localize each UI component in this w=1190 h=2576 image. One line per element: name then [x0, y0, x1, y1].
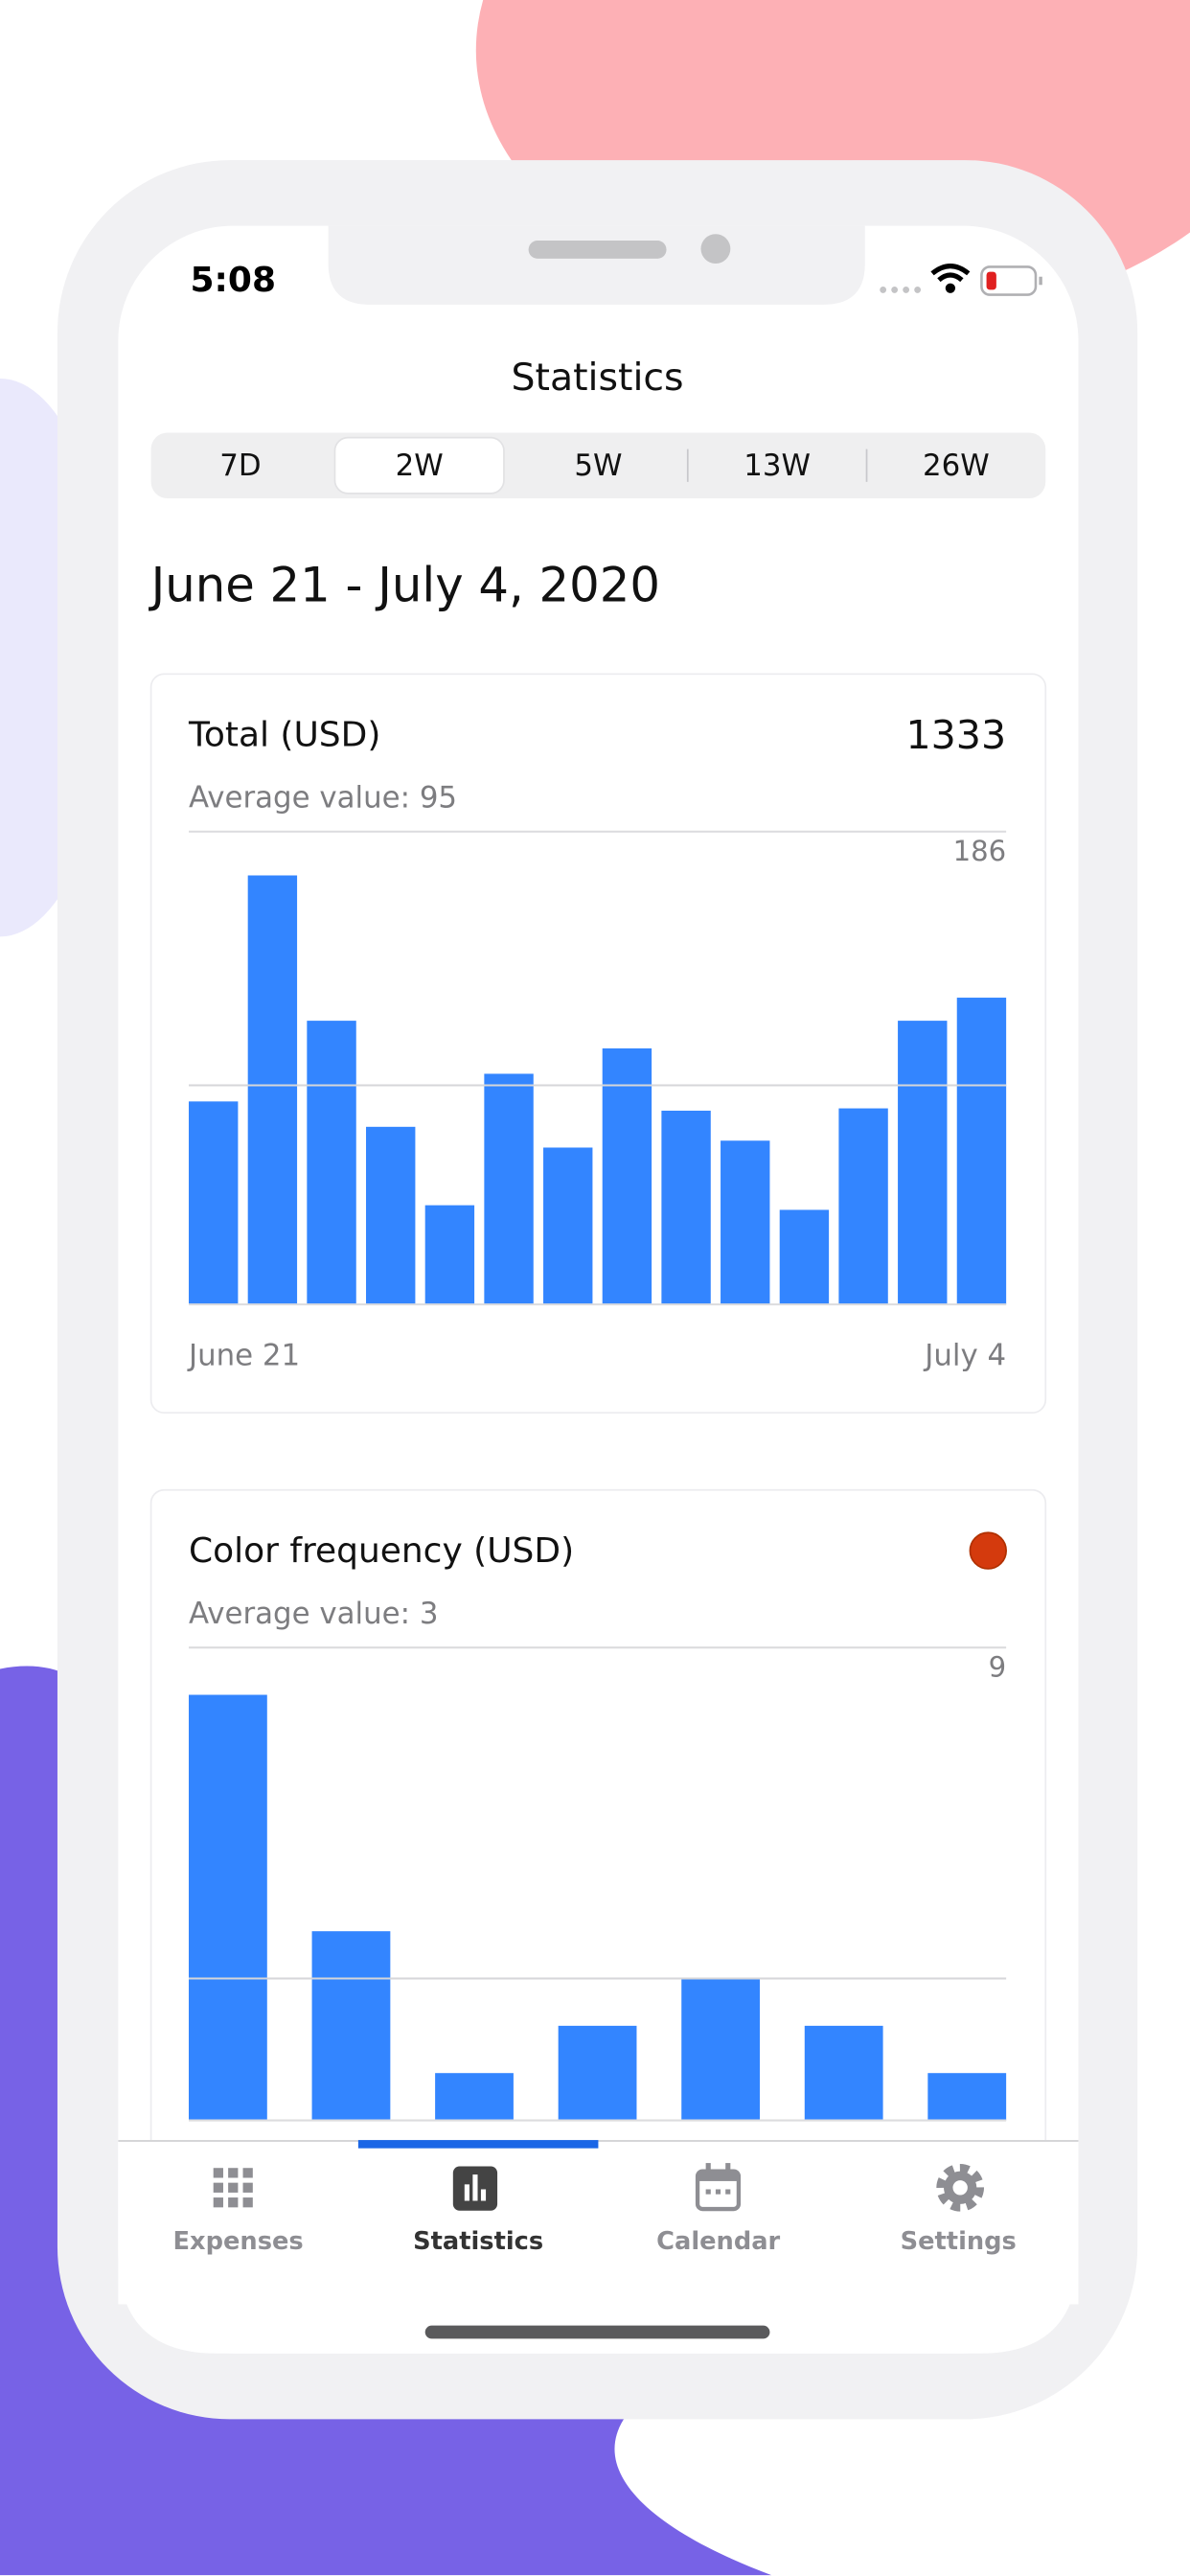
bar [435, 2073, 514, 2121]
card-title: Color frequency (USD) [189, 1531, 574, 1571]
signal [880, 287, 922, 293]
segment-option[interactable]: 5W [574, 448, 622, 483]
average-text: Average value: 3 [189, 1596, 438, 1630]
segments: 7D 2W 5W 13W 26W [219, 436, 990, 494]
tab-label[interactable]: Settings [901, 2227, 1017, 2256]
battery-level [986, 271, 996, 290]
bar [927, 2073, 1007, 2121]
camera [700, 234, 731, 264]
max-label: 186 [953, 835, 1007, 867]
bar [366, 1126, 416, 1305]
average-label: Average value: [189, 1596, 410, 1630]
bar [247, 875, 298, 1305]
tab-indicator [357, 2140, 599, 2149]
notch [328, 225, 865, 305]
page-title: Statistics [512, 356, 684, 400]
speaker [528, 241, 667, 259]
bar [721, 1140, 770, 1305]
bar [189, 1101, 239, 1305]
home-indicator [424, 2325, 770, 2339]
wifi-icon [930, 264, 971, 283]
expenses-icon [213, 2168, 253, 2208]
average-value: 3 [420, 1596, 439, 1630]
x-label-end: July 4 [923, 1338, 1006, 1372]
segment-option[interactable]: 7D [219, 448, 261, 483]
average-value: 95 [420, 780, 457, 815]
bar [681, 1978, 761, 2121]
settings-icon [936, 2163, 985, 2212]
tab-bar-bg [118, 2140, 1079, 2354]
cards: Total (USD) 1333 Average value: 95 186 June … [149, 673, 1047, 2181]
tab-label[interactable]: Calendar [656, 2227, 780, 2256]
bar [956, 998, 1007, 1305]
date-range: June 21 - July 4, 2020 [149, 558, 660, 613]
average-label: Average value: [189, 780, 410, 815]
tab-label[interactable]: Statistics [413, 2227, 543, 2256]
calendar-icon [695, 2163, 742, 2212]
bar [804, 2025, 883, 2121]
bar [543, 1147, 593, 1305]
card-total: 1333 [906, 712, 1007, 758]
tabs: Expenses Statistics Calendar Settings [173, 2140, 1017, 2256]
bar [602, 1047, 652, 1305]
card-title: Total (USD) [188, 715, 380, 754]
max-label: 9 [989, 1650, 1007, 1683]
bar [558, 2025, 637, 2121]
wifi-icon [945, 283, 956, 293]
bar [779, 1209, 830, 1305]
bar [424, 1205, 475, 1305]
battery [980, 265, 1038, 296]
x-label-start: June 21 [187, 1338, 300, 1372]
bar [898, 1021, 948, 1305]
segment-option[interactable]: 2W [396, 448, 444, 483]
bar [484, 1073, 534, 1305]
segment-selected [333, 436, 505, 494]
bar [661, 1110, 711, 1305]
statistics-icon-bars [464, 2174, 487, 2201]
bar [838, 1108, 888, 1305]
status-time: 5:08 [191, 261, 276, 300]
bar [311, 1931, 391, 2121]
segment-option[interactable]: 26W [923, 448, 990, 483]
bar [307, 1021, 356, 1305]
battery-cap [1039, 276, 1042, 286]
segment-option[interactable]: 13W [744, 448, 811, 483]
tab-label[interactable]: Expenses [173, 2227, 304, 2256]
color-swatch [969, 1531, 1007, 1570]
bar [189, 1694, 267, 2121]
average-text: Average value: 95 [189, 780, 457, 815]
